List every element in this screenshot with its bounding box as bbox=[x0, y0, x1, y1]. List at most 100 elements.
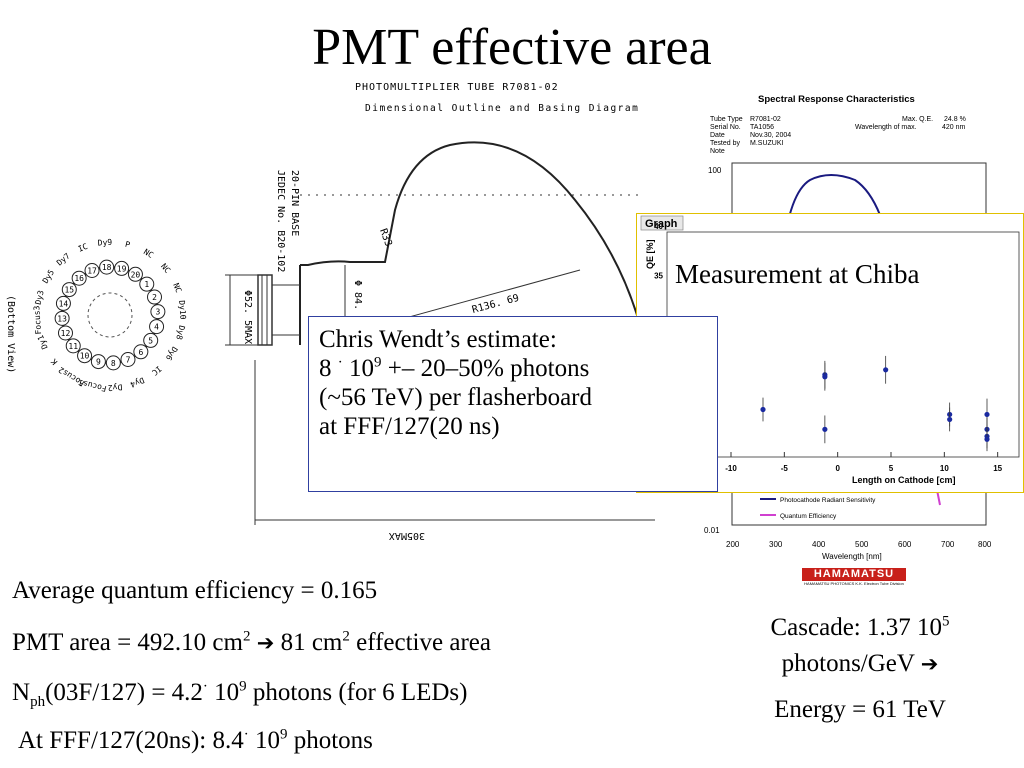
x-tick-label: -10 bbox=[725, 464, 737, 473]
pin-label: Focus2 bbox=[57, 365, 86, 388]
data-point bbox=[822, 374, 828, 380]
pin-number: 1 bbox=[144, 280, 149, 289]
estimate-dot: · bbox=[337, 354, 343, 371]
diagram-header-1: PHOTOMULTIPLIER TUBE R7081-02 bbox=[355, 82, 559, 93]
cascade-line-2: photons/GeV ➔ bbox=[700, 646, 1020, 682]
plot-area bbox=[666, 231, 1020, 458]
meta-label-4: Note bbox=[710, 148, 725, 155]
chiba-annotation: Measurement at Chiba bbox=[675, 259, 920, 289]
x-tick-label: 15 bbox=[993, 464, 1002, 473]
effective-area-text: effective area bbox=[349, 629, 491, 656]
data-point bbox=[984, 411, 990, 418]
pin-number: 7 bbox=[126, 356, 131, 365]
nph-exp: 9 bbox=[239, 678, 247, 695]
nph-value: (03F/127) = 4.2 bbox=[45, 679, 203, 706]
logo-subtext: HAMAMATSU PHOTONICS K.K. Electron Tube D… bbox=[804, 581, 904, 586]
x-tick-label: 5 bbox=[889, 464, 894, 473]
y-tick-label: 35 bbox=[654, 272, 663, 281]
pin-number: 6 bbox=[138, 348, 143, 357]
pin-19 bbox=[114, 260, 130, 276]
legend-qe: Quantum Efficiency bbox=[780, 513, 837, 520]
x-tick-200: 200 bbox=[726, 540, 740, 549]
estimate-line-1: Chris Wendt’s estimate: bbox=[319, 326, 557, 353]
nph-base: 10 bbox=[207, 679, 240, 706]
estimate-mantissa: 8 bbox=[319, 355, 332, 382]
pin-label: Dy6 bbox=[164, 345, 179, 362]
data-point bbox=[822, 426, 828, 432]
meta-value-3: M.SUZUKI bbox=[750, 140, 784, 147]
pin-label: Dy2 bbox=[107, 382, 122, 392]
nph-symbol: N bbox=[12, 679, 31, 706]
pin-number: 3 bbox=[155, 308, 160, 317]
pin-label: IC bbox=[150, 364, 163, 377]
pin-number: 13 bbox=[57, 314, 67, 323]
x-tick-800: 800 bbox=[978, 540, 992, 549]
cascade-exp: 5 bbox=[941, 613, 950, 630]
pin-number: 2 bbox=[152, 293, 157, 302]
fff-exp: 9 bbox=[279, 726, 288, 743]
meta-label-0: Tube Type bbox=[710, 116, 743, 123]
meta-value-1: TA1056 bbox=[750, 124, 774, 131]
pin-20 bbox=[127, 266, 143, 282]
pin-label: NC bbox=[142, 247, 155, 260]
pin-number: 18 bbox=[102, 263, 112, 272]
pin-label: Dy7 bbox=[55, 251, 72, 267]
x-tick-600: 600 bbox=[898, 540, 912, 549]
pin-6 bbox=[133, 344, 149, 360]
pin-13 bbox=[54, 310, 70, 326]
chiba-qe-chart: Graph QE [%] Length on Cathode [cm] 2530… bbox=[640, 215, 1020, 485]
pin-number: 9 bbox=[96, 358, 101, 367]
nph-subscript: ph bbox=[30, 694, 46, 710]
pin-label: Dy5 bbox=[41, 268, 56, 285]
cascade-unit: photons/GeV bbox=[781, 650, 921, 677]
meta-label-3: Tested by bbox=[710, 140, 740, 147]
pin-number: 17 bbox=[87, 266, 97, 275]
pin-number: 20 bbox=[131, 270, 141, 279]
x-tick-label: 10 bbox=[940, 464, 949, 473]
dim-phi84: Φ 84. bbox=[352, 280, 363, 310]
data-point bbox=[984, 436, 990, 442]
pin-8 bbox=[105, 355, 121, 371]
x-axis-label-chiba: Length on Cathode [cm] bbox=[852, 475, 956, 485]
pmt-area-exp: 2 bbox=[242, 628, 251, 645]
pin-label: Dy3 bbox=[34, 289, 46, 305]
fff-base: 10 bbox=[248, 727, 280, 754]
fff-unit: photons bbox=[287, 727, 373, 754]
pin-number: 16 bbox=[74, 274, 84, 283]
pin-label: Dy1 bbox=[36, 334, 50, 351]
dim-r136: R136. 69 bbox=[471, 293, 520, 316]
pin-number: 15 bbox=[64, 286, 74, 295]
estimate-box: Chris Wendt’s estimate: 8 · 109 +– 20–50… bbox=[308, 316, 718, 492]
estimate-base: 10 bbox=[349, 355, 374, 382]
nph-line: Nph(03F/127) = 4.2· 109 photons (for 6 L… bbox=[12, 678, 467, 710]
fff-value: At FFF/127(20ns): 8.4 bbox=[18, 727, 244, 754]
y-tick-label: 40 bbox=[654, 222, 663, 231]
estimate-line-2: 8 · 109 +– 20–50% photons bbox=[319, 354, 707, 383]
data-point bbox=[883, 367, 889, 373]
estimate-range: +– 20–50% photons bbox=[381, 355, 590, 382]
graph-title-tab bbox=[640, 215, 684, 231]
maxqe-value: 24.8 % bbox=[944, 116, 966, 123]
pin-label: IC bbox=[77, 242, 89, 254]
effective-area-value: 81 cm bbox=[274, 629, 343, 656]
y-tick-bottom: 0.01 bbox=[704, 526, 720, 535]
pin-number: 19 bbox=[117, 264, 127, 273]
pin-14 bbox=[55, 295, 71, 311]
pin-number: 14 bbox=[59, 299, 69, 308]
pin-label: Dy4 bbox=[129, 375, 146, 389]
x-tick-label: -5 bbox=[781, 464, 789, 473]
pmt-area-line: PMT area = 492.10 cm2 ➔ 81 cm2 effective… bbox=[12, 628, 491, 658]
pin-label: Dy10 bbox=[177, 300, 187, 320]
base-label-2: JEDEC No. B20-102 bbox=[275, 170, 286, 272]
meta-value-2: Nov.30, 2004 bbox=[750, 132, 791, 139]
pin-5 bbox=[143, 332, 159, 348]
pmt-dimensional-diagram: PHOTOMULTIPLIER TUBE R7081-02 Dimensiona… bbox=[5, 82, 656, 541]
y-axis-label: QE [%] bbox=[645, 239, 655, 269]
data-point bbox=[760, 406, 766, 413]
dim-phi52: Φ52. 5MAX bbox=[242, 290, 253, 344]
diagram-header-2: Dimensional Outline and Basing Diagram bbox=[365, 103, 639, 114]
cascade-value: Cascade: 1.37 10 bbox=[770, 614, 942, 641]
cascade-block: Cascade: 1.37 105 photons/GeV ➔ Energy =… bbox=[700, 610, 1020, 728]
logo-text: HAMAMATSU bbox=[802, 568, 906, 581]
graph-title: Graph bbox=[645, 218, 678, 230]
